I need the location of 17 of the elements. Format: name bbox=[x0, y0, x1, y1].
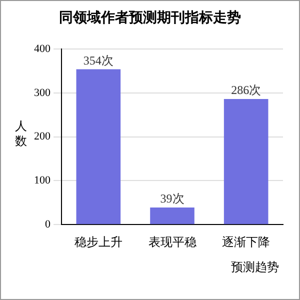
bar bbox=[76, 69, 121, 224]
y-tick-label: 0 bbox=[45, 218, 51, 230]
data-label: 354次 bbox=[83, 53, 114, 68]
x-tick-label: 表现平稳 bbox=[148, 234, 196, 249]
y-tick-label: 300 bbox=[34, 86, 51, 99]
y-tick-label: 200 bbox=[34, 130, 51, 143]
y-tick-label: 100 bbox=[34, 174, 51, 187]
x-axis-title: 预测趋势 bbox=[231, 259, 279, 276]
bar bbox=[224, 99, 268, 224]
bar bbox=[150, 207, 194, 224]
x-tick-label: 稳步上升 bbox=[74, 234, 122, 249]
data-label: 39次 bbox=[160, 192, 184, 206]
data-label: 286次 bbox=[231, 83, 262, 98]
y-tick-label: 400 bbox=[34, 42, 51, 55]
y-axis-title: 人数 bbox=[15, 119, 28, 149]
chart-title: 同领域作者预测期刊指标走势 bbox=[58, 9, 242, 27]
x-tick-label: 逐渐下降 bbox=[222, 234, 270, 249]
